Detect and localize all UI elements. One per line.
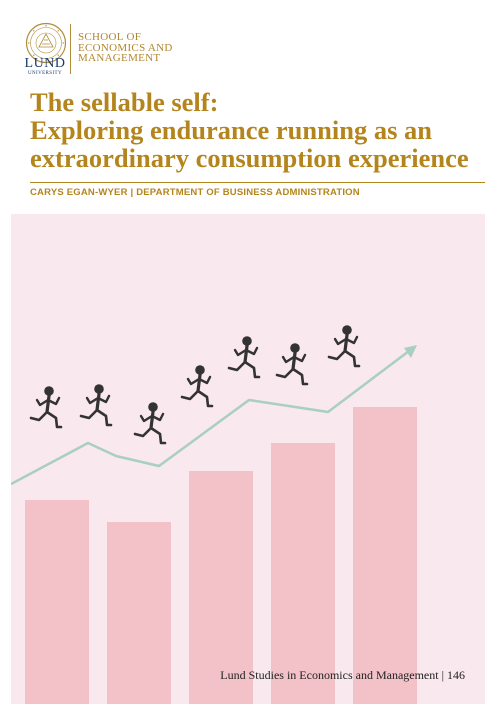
school-name-line: ECONOMICS AND bbox=[78, 41, 173, 54]
trend-arrow-icon bbox=[11, 350, 410, 486]
series-label: Lund Studies in Economics and Management… bbox=[220, 668, 465, 682]
logo-divider bbox=[70, 24, 71, 74]
bar bbox=[353, 407, 417, 704]
bar bbox=[271, 443, 335, 704]
logo-university-name: LUND bbox=[24, 56, 66, 71]
cover-illustration bbox=[11, 214, 485, 704]
school-name-line: SCHOOL OF bbox=[78, 31, 142, 43]
title-line: The sellable self: bbox=[30, 87, 219, 117]
department-name: DEPARTMENT OF BUSINESS ADMINISTRATION bbox=[136, 187, 360, 198]
book-title: The sellable self: Exploring endurance r… bbox=[30, 88, 490, 172]
bar bbox=[189, 471, 253, 704]
university-seal-icon bbox=[25, 22, 67, 64]
author-name: CARYS EGAN-WYER bbox=[30, 187, 128, 198]
byline-separator: | bbox=[130, 187, 134, 198]
bar bbox=[107, 522, 171, 704]
trend-arrow-head bbox=[404, 345, 417, 358]
title-line: extraordinary consumption experience bbox=[30, 143, 469, 173]
title-rule bbox=[30, 182, 485, 183]
logo-university-sub: UNIVERSITY bbox=[28, 71, 62, 76]
school-name-line: MANAGEMENT bbox=[78, 52, 161, 64]
title-line: Exploring endurance running as an bbox=[30, 115, 433, 145]
bar bbox=[25, 500, 89, 704]
school-name: SCHOOL OF ECONOMICS AND MANAGEMENT bbox=[78, 32, 278, 64]
byline: CARYS EGAN-WYER | DEPARTMENT OF BUSINESS… bbox=[30, 187, 485, 199]
